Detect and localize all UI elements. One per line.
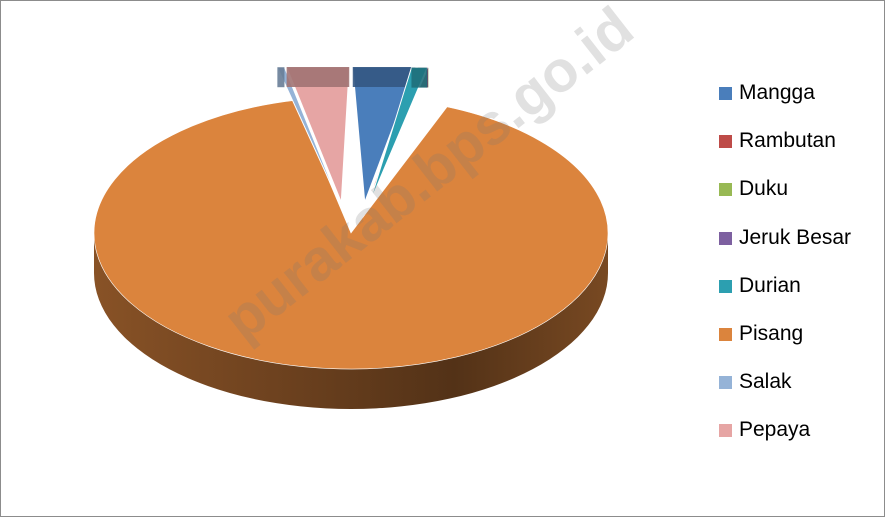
legend-item: Pepaya <box>719 418 879 466</box>
pie-slice-durian <box>369 67 428 203</box>
legend-swatch-pepaya <box>719 424 732 438</box>
legend-swatch-pisang <box>719 327 732 341</box>
legend-label-durian: Durian <box>739 273 801 297</box>
legend-swatch-salak <box>719 376 732 390</box>
legend-swatch-durian <box>719 279 732 293</box>
legend-item: Salak <box>719 370 879 418</box>
legend-label-mangga: Mangga <box>739 81 815 104</box>
legend-item: Durian <box>719 274 879 322</box>
legend-label-pisang: Pisang <box>739 321 804 345</box>
legend-item: Pisang <box>719 322 879 370</box>
pie-slice-pisang <box>93 99 609 409</box>
pie-slice-mangga <box>352 66 417 203</box>
legend-swatch-duku <box>719 183 732 197</box>
legend-swatch-rambutan <box>719 135 732 149</box>
legend-swatch-jeruk-besar <box>719 231 732 245</box>
legend-item: Jeruk Besar <box>719 226 879 274</box>
legend-label-salak: Salak <box>739 370 792 394</box>
pie-slice-pepaya <box>285 66 350 203</box>
legend-label-pepaya: Pepaya <box>739 418 811 442</box>
legend-label-duku: Duku <box>739 177 789 201</box>
legend-label-jeruk-besar: Jeruk Besar <box>739 225 852 249</box>
legend: Mangga Rambutan Duku Jeruk Besar Durian … <box>719 81 879 467</box>
legend-swatch-mangga <box>719 87 732 100</box>
legend-item: Mangga <box>719 81 879 129</box>
pie-slice-salak <box>276 66 340 203</box>
legend-item: Rambutan <box>719 129 879 177</box>
legend-label-rambutan: Rambutan <box>739 129 836 153</box>
legend-item: Duku <box>719 177 879 225</box>
